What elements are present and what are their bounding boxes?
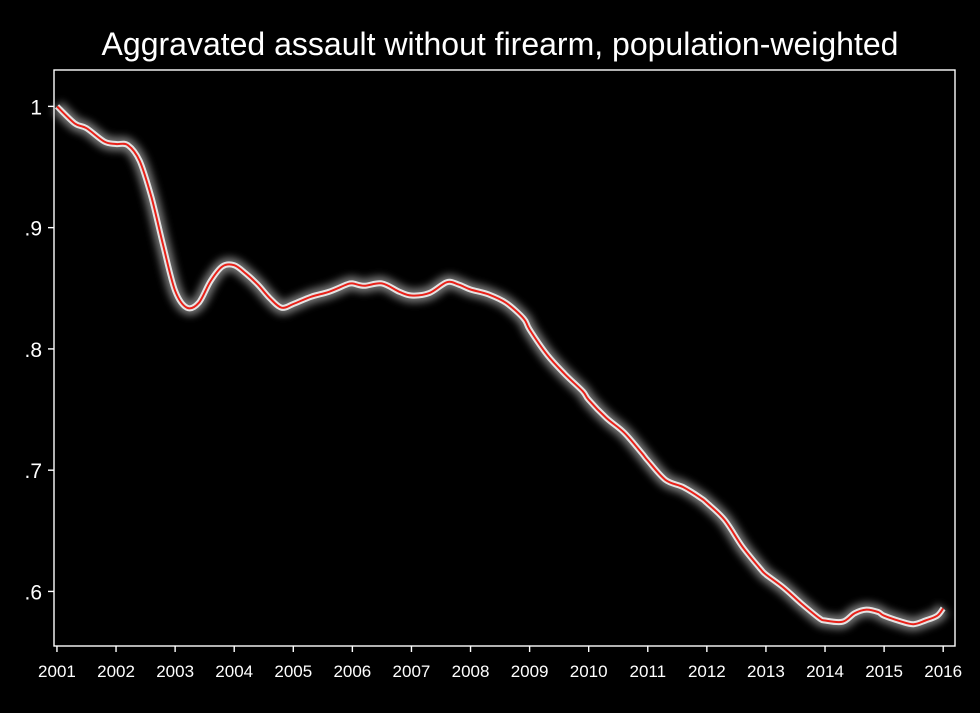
x-axis: 2001 2002 2003 2004 2005 2006 2007 2008 2009 2010… xyxy=(38,646,962,681)
x-tick-label: 2012 xyxy=(688,662,726,681)
chart-title: Aggravated assault without firearm, popu… xyxy=(101,26,899,62)
y-tick-label: .9 xyxy=(24,218,42,241)
series-layer xyxy=(52,101,949,632)
x-tick-label: 2013 xyxy=(747,662,785,681)
x-tick-label: 2003 xyxy=(156,662,194,681)
plot-frame xyxy=(53,69,956,647)
x-tick-label: 2015 xyxy=(865,662,903,681)
x-tick-label: 2014 xyxy=(806,662,844,681)
x-tick-label: 2002 xyxy=(97,662,135,681)
series-halo xyxy=(54,104,946,628)
x-tick-label: 2007 xyxy=(393,662,431,681)
y-tick-label: .8 xyxy=(24,339,42,362)
confidence-band xyxy=(52,101,949,632)
x-tick-label: 2008 xyxy=(452,662,490,681)
y-tick-label: .6 xyxy=(24,581,42,604)
x-tick-label: 2001 xyxy=(38,662,76,681)
series-line xyxy=(56,105,945,626)
x-tick-label: 2010 xyxy=(570,662,608,681)
y-axis: 1 .9 .8 .7 .6 xyxy=(24,96,54,604)
x-tick-label: 2011 xyxy=(629,662,666,681)
x-tick-label: 2005 xyxy=(274,662,312,681)
x-tick-label: 2009 xyxy=(511,662,549,681)
y-tick-label: .7 xyxy=(24,460,42,483)
x-tick-label: 2016 xyxy=(924,662,962,681)
y-tick-label: 1 xyxy=(30,96,42,119)
x-tick-label: 2006 xyxy=(333,662,371,681)
x-tick-label: 2004 xyxy=(215,662,253,681)
